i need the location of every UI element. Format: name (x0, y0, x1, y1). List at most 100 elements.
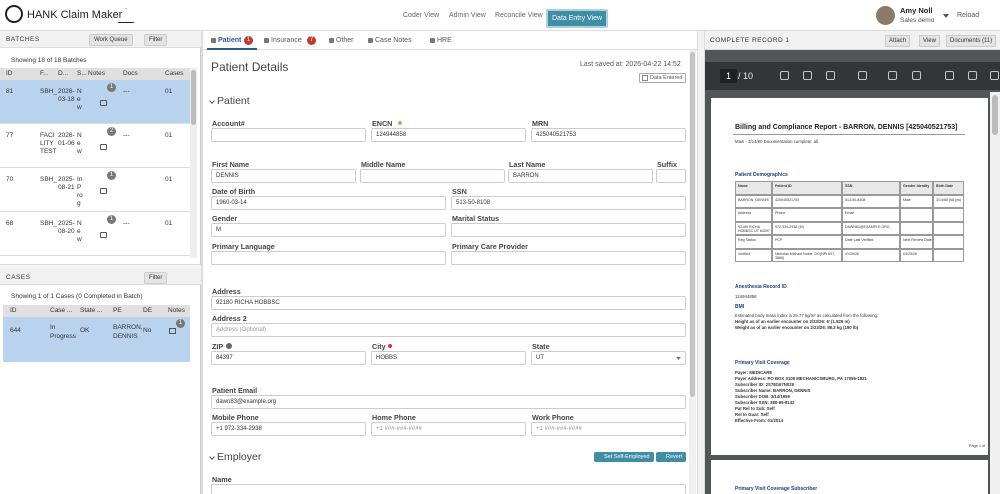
page-input[interactable]: 1 (720, 69, 738, 83)
field-label: Last Name (509, 160, 546, 169)
text-input[interactable]: BARRON (508, 169, 653, 183)
tab[interactable]: Case Notes (375, 37, 412, 44)
input-value: UT (536, 355, 544, 361)
toolbar-icon[interactable] (945, 71, 954, 80)
doc-subheading: Main - 3/14/60 Documentation complete: a… (735, 139, 818, 144)
tab[interactable]: Other (336, 37, 354, 44)
doc-text: Payer Address: PO BOX 3108 MECHANICSBURG… (735, 376, 867, 381)
text-input[interactable]: 1960-03-14 (211, 196, 446, 210)
form-title: Patient Details (211, 60, 289, 74)
column-header: Notes (88, 70, 105, 77)
text-input[interactable]: M (211, 223, 446, 237)
caret (943, 14, 949, 18)
doc-section: Primary Visit Coverage (735, 360, 790, 366)
required-dot (398, 121, 402, 125)
splitter (0, 264, 201, 269)
column-header: State ... (80, 307, 103, 314)
text-input[interactable]: 513-50-8108 (451, 196, 686, 210)
text-input[interactable]: +1 ###-###-#### (371, 422, 526, 436)
toolbar-icon[interactable] (912, 71, 921, 80)
nav-item[interactable]: Reconcile View (495, 12, 543, 19)
text-input[interactable] (360, 169, 505, 183)
doc-table-text: 425040521753 (775, 197, 799, 202)
button[interactable]: View (919, 35, 940, 47)
cell: --- (123, 132, 130, 139)
field-label: Mobile Phone (212, 413, 259, 422)
text-input[interactable]: DENNIS (211, 169, 356, 183)
text-input[interactable]: 92180 RICHA HOBBSC (211, 296, 686, 310)
pdf-page: Billing and Compliance Report - BARRON, … (711, 98, 988, 455)
column-header: PE (113, 307, 122, 314)
filter-button[interactable]: Filter (144, 272, 168, 284)
reload[interactable]: Reload (957, 12, 980, 19)
text-input[interactable]: 124944858 (371, 128, 526, 142)
text-input[interactable]: +1 972-334-2938 (211, 422, 366, 436)
doc-table-text: 92180 RICHA HOBBSC UT 84397 (738, 224, 770, 233)
field-label: Name (212, 475, 232, 484)
batch-row[interactable] (0, 168, 190, 212)
toolbar-icon[interactable] (826, 71, 835, 80)
nav-item[interactable]: Admin View (449, 12, 486, 19)
nav-item[interactable]: Data Entry View (546, 9, 609, 28)
toolbar-icon[interactable] (888, 71, 897, 80)
tab[interactable]: HRE (437, 37, 452, 44)
input-value: 92180 RICHA HOBBSC (216, 300, 280, 306)
column-header: D... (58, 70, 69, 77)
note-icon (169, 328, 176, 334)
text-input[interactable] (211, 484, 686, 494)
input-placeholder: +1 ###-###-#### (536, 426, 582, 432)
text-input[interactable]: 84397 (211, 351, 366, 365)
nav-item[interactable]: Coder View (403, 12, 440, 19)
doc-table-text: Date Last Verified (845, 238, 874, 242)
batch-row[interactable] (0, 80, 190, 124)
text-input[interactable] (211, 251, 446, 265)
toolbar-icon[interactable] (858, 71, 867, 80)
toolbar-icon[interactable] (968, 71, 977, 80)
toolbar-icon[interactable] (803, 71, 812, 80)
doc-table-cell: SSN (842, 181, 900, 195)
badge: 1 (107, 171, 116, 180)
tab-icon (264, 38, 269, 43)
note-icon (100, 144, 107, 150)
button[interactable]: Documents (11) (946, 35, 997, 47)
text-input[interactable]: UT (531, 351, 686, 365)
cell: --- (123, 220, 130, 227)
column-header: Docs (123, 70, 138, 77)
batch-row[interactable] (0, 124, 190, 168)
button[interactable]: Attach (885, 35, 911, 47)
button[interactable]: Revert (656, 452, 687, 462)
text-input[interactable] (211, 128, 366, 142)
scrollbar (190, 68, 197, 258)
text-input[interactable]: dawn83@example.org (211, 395, 686, 409)
tab[interactable]: Patient (218, 37, 242, 44)
text-input[interactable]: +1 ###-###-#### (531, 422, 686, 436)
text-input[interactable]: Address (Optional) (211, 323, 686, 337)
cell: 01 (165, 132, 173, 139)
button[interactable]: Set Self-Employed (594, 452, 654, 462)
tab[interactable]: Insurance (271, 37, 302, 44)
toolbar-icon[interactable] (780, 71, 789, 80)
badge: 1 (176, 319, 185, 328)
work-queue-button[interactable]: Work Queue (89, 34, 133, 46)
doc-table-cell: DAWN83@EXAMPLE.ORG (842, 221, 900, 235)
filter-button[interactable]: Filter (144, 34, 168, 46)
doc-table-cell: Gender Identity (900, 181, 933, 195)
doc-table-cell: Next Review Date (900, 235, 933, 249)
avatar (876, 6, 895, 25)
batch-row[interactable] (0, 212, 190, 256)
doc-table-cell: BARRON, DENNIS (735, 194, 772, 208)
doc-section: Anesthesia Record ID (735, 284, 787, 290)
doc-table-cell: Reg Status (735, 235, 772, 249)
text-input[interactable]: 425040521753 (531, 128, 686, 142)
doc-table-cell: Phone (772, 208, 842, 222)
doc-text: Subscriber SSN: 380-65-9142 (735, 400, 795, 405)
cell: In Prog (77, 176, 83, 207)
text-input[interactable] (656, 169, 686, 183)
text-input[interactable] (451, 251, 686, 265)
case-row[interactable] (3, 317, 190, 362)
cell: 2025-08-21 (58, 176, 75, 191)
text-input[interactable] (451, 223, 686, 237)
checkbox[interactable] (639, 73, 686, 83)
toolbar-icon[interactable] (990, 71, 999, 80)
text-input[interactable]: HOBBS (371, 351, 526, 365)
